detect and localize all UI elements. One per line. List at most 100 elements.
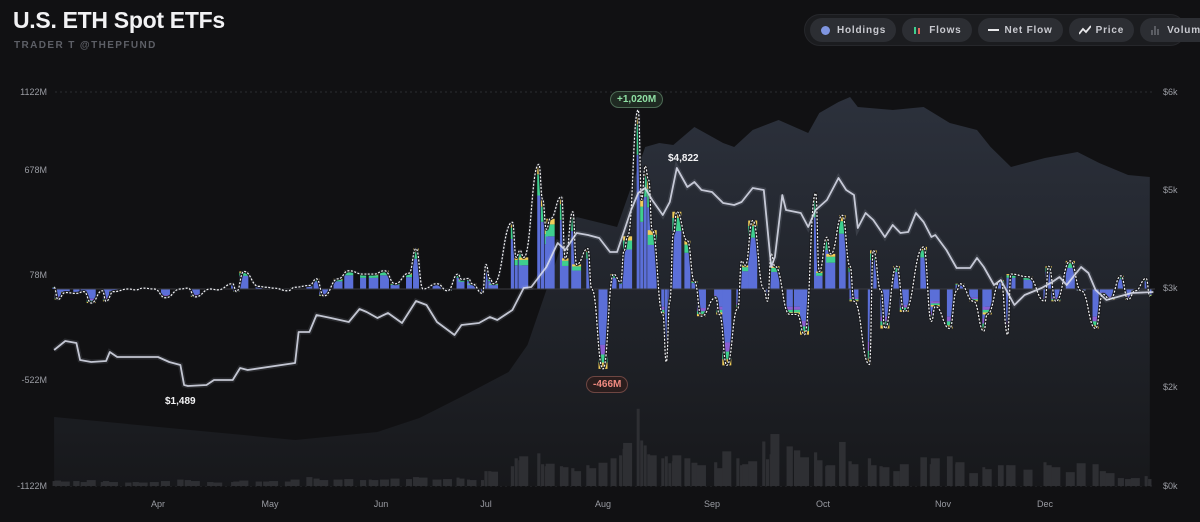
flow-segment-green [360,275,367,278]
legend-holdings-button[interactable]: Holdings [810,18,897,42]
volume-bar [714,462,718,486]
flow-segment-main [716,289,723,307]
volume-bar [138,482,148,486]
legend-volume-button[interactable]: Volume [1140,18,1200,42]
volume-bar [748,461,758,486]
volume-bar [640,440,644,486]
flow-segment-main [519,265,529,289]
flow-segment-main [489,285,499,289]
flow-segment-purple [1105,296,1115,298]
flow-segment-main [571,231,575,289]
flow-segment-purple [786,306,793,310]
legend-price-button[interactable]: Price [1068,18,1135,42]
volume-bars-icon [1150,25,1161,35]
x-axis-tick: Nov [935,499,952,509]
flow-segment-main [1144,281,1148,289]
flow-segment-main [969,289,978,298]
flow-segment-green [1065,263,1075,268]
legend-toggle-group: Holdings Flows Net Flow Price Volume [804,14,1200,46]
flow-segment-main [643,196,647,289]
flow-segment-green [661,309,665,313]
flow-segment-main [60,289,70,292]
flow-segment-green [816,272,823,276]
flow-segment-green [572,266,582,271]
flow-segment-main [1065,267,1075,289]
flow-segment-main [380,275,389,289]
flow-segment-green [537,174,541,196]
flow-segment-yellow [800,330,809,335]
flow-segment-green [643,175,647,197]
flow-segment-purple [793,306,801,310]
flow-bar [360,274,367,289]
flow-segment-green [562,260,569,266]
x-axis-tick: Apr [151,499,165,509]
flow-segment-main [722,289,732,343]
flow-segment-green [510,227,515,239]
flow-bar [793,289,801,315]
line-icon [1077,25,1092,35]
flow-segment-main [640,221,644,289]
volume-bar [418,477,428,486]
flow-segment-main [572,270,582,289]
flow-segment-main [623,249,633,289]
volume-bar [239,480,249,486]
volume-bar [177,479,184,486]
flow-segment-main [537,195,541,289]
volume-bar [1065,472,1075,486]
flow-bar [800,289,809,335]
flow-segment-main [545,236,555,289]
right-axis-tick: $2k [1163,382,1178,392]
flow-segment-purple [969,297,978,300]
volume-bar [668,463,672,486]
volume-bar [664,456,668,486]
flow-segment-purple [982,318,986,324]
flow-segment-main [541,221,545,289]
flow-segment-yellow [684,240,691,245]
volume-bar [432,479,442,486]
legend-net-flow-button[interactable]: Net Flow [977,18,1063,42]
flow-segment-green [86,300,96,302]
flow-segment-green [519,259,529,266]
volume-bar [541,464,545,486]
volume-bar [880,467,890,486]
flow-segment-main [740,267,744,289]
volume-bar [765,459,770,486]
page-title: U.S. ETH Spot ETFs [13,7,225,33]
legend-flows-button[interactable]: Flows [902,18,972,42]
left-axis-tick: 78M [29,270,47,280]
volume-bar [839,441,846,486]
flow-bar [519,257,529,289]
flow-segment-main [839,233,846,289]
max-price-annotation: $4,822 [668,153,699,164]
flow-segment-green [313,279,320,282]
flow-segment-main [997,282,1004,289]
flow-segment-main [456,277,460,289]
volume-bar [481,480,484,486]
volume-bar [369,480,379,486]
flow-segment-green [1051,299,1061,301]
flow-segment-green [380,272,389,276]
volume-bar [800,457,809,486]
volume-bar [623,442,633,486]
flow-segment-green [239,272,249,276]
flow-segment-main [714,289,718,296]
flow-segment-main [1105,289,1115,297]
volume-bar [284,481,291,486]
flow-segment-main [239,275,249,289]
volume-bar [160,481,170,486]
flow-segment-green [1023,277,1033,280]
flow-segment-purple [716,306,723,310]
flow-segment-main [1051,289,1061,298]
flow-bar [598,289,608,369]
flow-segment-main [636,154,640,289]
flow-bar [514,257,518,289]
volume-bar [661,458,665,486]
flow-segment-main [664,289,668,341]
flow-bar [647,230,657,289]
flow-segment-main [80,289,87,291]
volume-bar [269,481,279,486]
volume-bar [190,481,200,486]
volume-bar [893,471,900,486]
volume-bar [467,480,477,486]
